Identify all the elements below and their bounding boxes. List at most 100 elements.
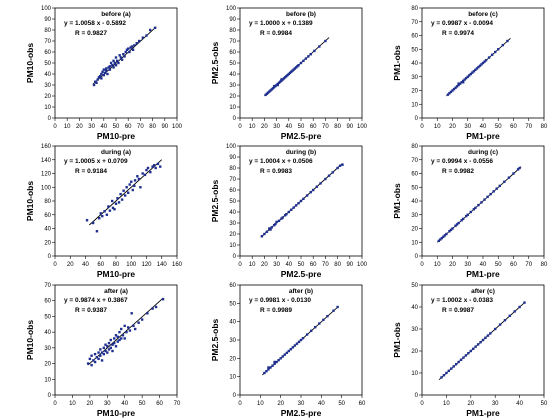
data-point (93, 352, 97, 356)
data-point (288, 71, 292, 75)
data-point (98, 75, 102, 78)
y-tick-label: 120 (41, 172, 52, 178)
data-point (106, 72, 109, 76)
data-point (114, 202, 118, 205)
y-tick-label: 70 (44, 39, 51, 45)
data-point (260, 235, 264, 238)
data-point (469, 349, 472, 353)
data-point (120, 58, 124, 61)
data-point (281, 355, 284, 358)
x-tick-label: 50 (338, 401, 345, 407)
data-point (501, 43, 505, 47)
data-point (301, 336, 305, 340)
data-point (312, 188, 315, 192)
data-point (146, 166, 150, 170)
data-point (281, 78, 284, 81)
correlation-r: R = 0.9184 (75, 168, 107, 175)
y-tick-label: 80 (229, 166, 236, 172)
data-point (133, 44, 136, 47)
x-tick-label: 100 (172, 124, 183, 130)
y-tick-label: 60 (229, 283, 236, 289)
y-tick-label: 50 (411, 185, 418, 191)
x-tick-label: 50 (495, 124, 502, 130)
data-point (103, 71, 107, 75)
data-point (102, 346, 105, 350)
y-tick-label: 60 (229, 188, 236, 194)
data-point (114, 334, 118, 337)
data-point (95, 356, 99, 359)
data-point (128, 329, 132, 332)
panel-title: before (a) (101, 11, 131, 18)
y-tick-label: 0 (48, 254, 52, 260)
y-tick-label: 30 (229, 83, 236, 89)
data-point (287, 210, 290, 214)
data-point (290, 70, 293, 73)
data-point (440, 236, 444, 240)
data-point (327, 174, 331, 177)
x-tick-label: 10 (249, 262, 256, 268)
data-point (117, 201, 121, 204)
data-point (275, 220, 278, 224)
x-tick-label: 50 (298, 124, 305, 130)
data-point (285, 75, 288, 78)
data-point (102, 73, 105, 77)
data-point (127, 47, 130, 50)
x-tick-label: 120 (141, 262, 152, 268)
data-point (120, 337, 123, 340)
y-tick-label: 0 (415, 393, 419, 399)
data-point (336, 305, 339, 309)
y-axis-label: PM2.5-obs (210, 41, 220, 84)
y-tick-label: 30 (44, 346, 51, 352)
data-point (102, 68, 105, 71)
data-point (90, 354, 93, 357)
x-tick-label: 160 (172, 262, 183, 268)
data-point (105, 69, 108, 72)
x-tick-label: 40 (285, 262, 292, 268)
data-point (110, 199, 114, 203)
data-point (338, 164, 342, 167)
data-point (105, 67, 108, 70)
data-point (100, 359, 104, 362)
data-point (272, 224, 276, 227)
y-tick-label: 160 (41, 144, 52, 150)
data-point (105, 213, 109, 216)
y-axis-label: PM10-obs (25, 43, 35, 83)
data-point (97, 357, 100, 361)
data-point (299, 199, 303, 203)
x-tick-label: 20 (449, 262, 456, 268)
y-tick-label: 20 (411, 227, 418, 233)
y-tick-label: 60 (44, 50, 51, 56)
data-point (315, 185, 319, 188)
data-point (132, 324, 135, 328)
data-point (106, 351, 109, 354)
correlation-r: R = 0.9974 (442, 30, 474, 37)
x-tick-label: 80 (334, 262, 341, 268)
chart-panel-5: 0 10 20 30 40 50 60 70 80 90 100 0 10 20 30 40 50 60 70 80 9… (210, 144, 368, 279)
data-point (494, 327, 497, 331)
data-point (454, 86, 457, 89)
data-point (100, 72, 103, 76)
data-point (314, 325, 317, 329)
data-point (129, 46, 132, 49)
x-tick-label: 0 (53, 124, 57, 130)
y-tick-label: 90 (229, 17, 236, 23)
y-tick-label: 40 (229, 72, 236, 78)
data-point (124, 50, 127, 54)
data-point (123, 324, 126, 328)
regression-equation: y = 0.9874 x + 0.3867 (64, 297, 128, 304)
data-point (114, 56, 118, 59)
data-point (107, 348, 111, 351)
data-point (141, 36, 145, 39)
data-point (127, 191, 130, 194)
chart-panel-4: 0 20 40 60 80 100 120 140 160 0 20 40 60 80 100 120 140 1… (25, 144, 183, 279)
data-point (449, 90, 453, 94)
y-tick-label: 40 (229, 320, 236, 326)
data-point (471, 71, 474, 74)
data-point (460, 219, 463, 222)
data-point (113, 208, 116, 211)
x-tick-label: 60 (125, 124, 132, 130)
data-point (103, 210, 106, 213)
data-point (283, 76, 287, 79)
x-tick-label: 40 (516, 401, 523, 407)
data-point (486, 195, 489, 199)
